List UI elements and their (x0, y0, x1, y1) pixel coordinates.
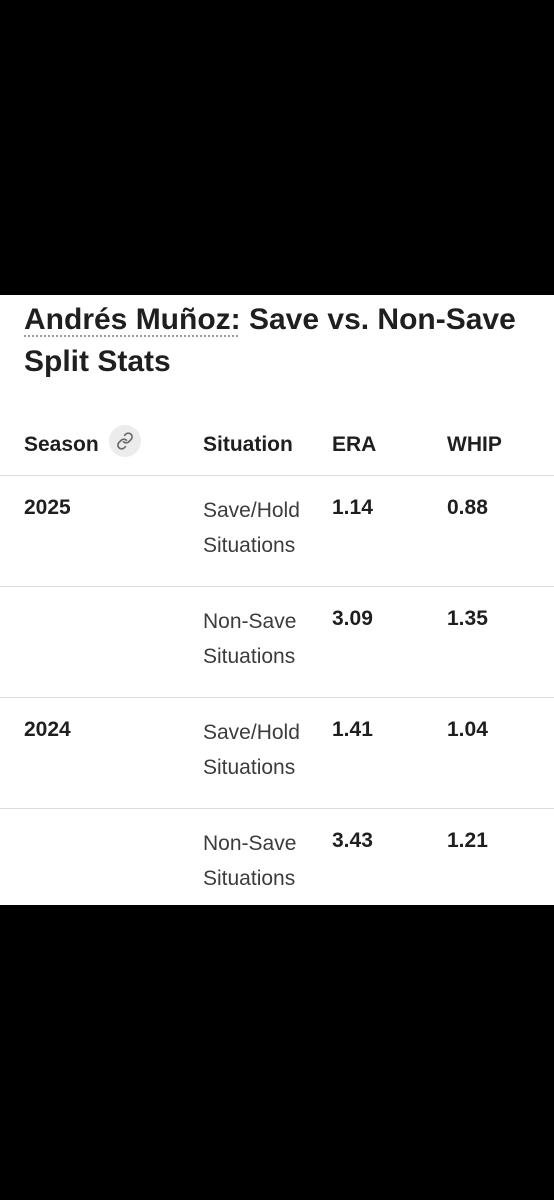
cell-era: 1.14 (332, 496, 373, 519)
cell-situation: Save/Hold Situations (203, 499, 300, 557)
table-row: 2024 Save/Hold Situations 1.41 1.04 (0, 698, 554, 809)
header-era: ERA (332, 433, 377, 456)
cell-season: 2024 (24, 718, 71, 741)
cell-situation: Non-Save Situations (203, 610, 297, 668)
page-title: Andrés Muñoz: Save vs. Non-Save Split St… (24, 299, 554, 383)
cell-whip: 1.04 (447, 718, 488, 741)
title-rest: Save vs. Non-Save Split Stats (24, 303, 516, 378)
cell-whip: 1.35 (447, 607, 488, 630)
season-link-button[interactable] (109, 425, 141, 457)
header-whip: WHIP (447, 433, 502, 456)
cell-season: 2025 (24, 496, 71, 519)
link-icon (117, 432, 133, 450)
cell-whip: 0.88 (447, 496, 488, 519)
cell-era: 3.43 (332, 829, 373, 852)
table-row: Non-Save Situations 3.09 1.35 (0, 587, 554, 698)
header-season: Season (24, 433, 99, 456)
title-player-link[interactable]: Andrés Muñoz: (24, 303, 241, 336)
table-row: 2025 Save/Hold Situations 1.14 0.88 (0, 476, 554, 587)
cell-whip: 1.21 (447, 829, 488, 852)
cell-situation: Non-Save Situations (203, 832, 297, 890)
table-row: Non-Save Situations 3.43 1.21 (0, 809, 554, 905)
cell-era: 3.09 (332, 607, 373, 630)
table-header-row: Season Situation ERA WHIP (0, 415, 554, 476)
content-panel: Andrés Muñoz: Save vs. Non-Save Split St… (0, 295, 554, 905)
header-situation: Situation (203, 433, 293, 456)
cell-era: 1.41 (332, 718, 373, 741)
cell-situation: Save/Hold Situations (203, 721, 300, 779)
